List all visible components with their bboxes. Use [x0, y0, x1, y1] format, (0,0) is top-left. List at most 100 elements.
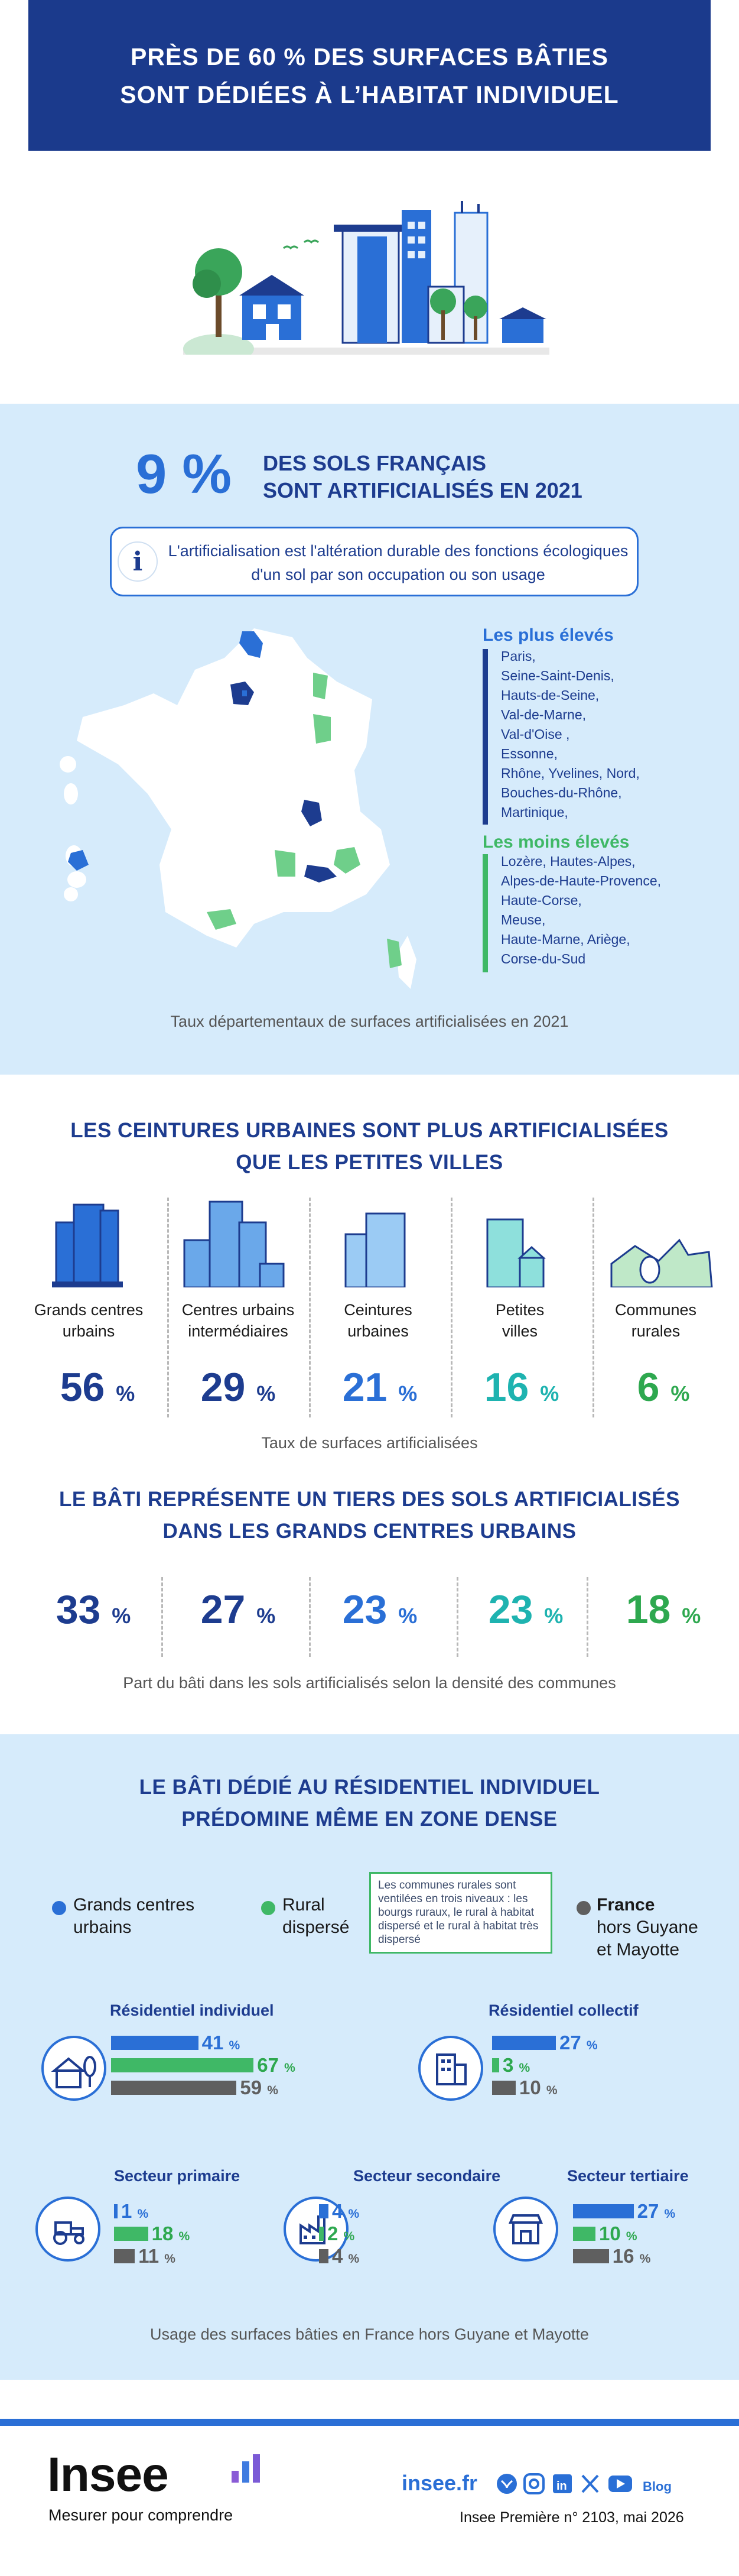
- bar-label: 4 %: [332, 2245, 360, 2267]
- youtube-icon: [608, 2476, 632, 2492]
- bar-label: 16 %: [612, 2245, 651, 2267]
- lowest-item: Corse-du-Sud: [501, 951, 586, 966]
- bar-label: 67 %: [257, 2054, 295, 2076]
- section-residential: LE BÂTI DÉDIÉ AU RÉSIDENTIEL INDIVIDUEL …: [0, 1734, 739, 2380]
- category-name: Petites: [495, 1301, 545, 1319]
- bar-france: [573, 2249, 609, 2263]
- bati-value: 23 %: [455, 1587, 597, 1633]
- highest-item: Rhône, Yvelines, Nord,: [501, 765, 640, 781]
- highest-item: Val-de-Marne,: [501, 707, 587, 722]
- tagline: Mesurer pour comprendre: [48, 2506, 233, 2524]
- title-line-2: SONT DÉDIÉES À L’HABITAT INDIVIDUEL: [120, 80, 619, 108]
- bar-rural: [319, 2227, 324, 2241]
- category-name: Ceintures: [344, 1301, 412, 1319]
- rate-value: 16 %: [451, 1364, 592, 1410]
- rate-value: 29 %: [167, 1364, 309, 1410]
- separator: [587, 1577, 588, 1657]
- legend-dot-urban: [52, 1901, 66, 1915]
- group-title: Secteur secondaire: [353, 2167, 501, 2185]
- bar-urban: [573, 2204, 634, 2218]
- urban-title-1: LES CEINTURES URBAINES SONT PLUS ARTIFIC…: [70, 1119, 669, 1142]
- category-name: rurales: [631, 1322, 681, 1340]
- legend-label: et Mayotte: [597, 1940, 680, 1959]
- category-name: urbaines: [347, 1322, 409, 1340]
- pct-sign: %: [256, 1381, 276, 1406]
- bati-value: 18 %: [592, 1587, 734, 1633]
- legend-rural: Rural dispersé: [282, 1894, 349, 1939]
- apartment-icon: [418, 2036, 483, 2101]
- rate-number: 16: [484, 1365, 529, 1410]
- legend-label: hors Guyane: [597, 1918, 698, 1937]
- tractor-icon: [35, 2197, 100, 2262]
- group-title: Secteur tertiaire: [567, 2167, 689, 2185]
- bati-title-1: LE BÂTI REPRÉSENTE UN TIERS DES SOLS ART…: [59, 1488, 680, 1511]
- mid-city-icon: [183, 1201, 285, 1287]
- france-map: [60, 628, 416, 989]
- res-title-1: LE BÂTI DÉDIÉ AU RÉSIDENTIEL INDIVIDUEL: [139, 1776, 600, 1799]
- info-icon: i: [118, 541, 158, 582]
- bar-label: 41 %: [201, 2032, 240, 2053]
- house-icon: [41, 2036, 106, 2101]
- bati-value: 23 %: [309, 1587, 451, 1633]
- bar-label: 1 %: [121, 2200, 149, 2222]
- definition-text: L'artificialisation est l'altération dur…: [168, 542, 629, 583]
- lowest-item: Haute-Corse,: [501, 893, 582, 908]
- bati-number: 23: [342, 1587, 388, 1632]
- shop-icon: [493, 2197, 558, 2262]
- pct-sign: %: [544, 1604, 564, 1628]
- bati-value: 27 %: [167, 1587, 309, 1633]
- legend-label: Grands centres: [73, 1895, 195, 1915]
- bar-france: [114, 2249, 135, 2263]
- highest-item: Paris,: [501, 648, 536, 664]
- bar-rural: [492, 2058, 499, 2072]
- big-city-icon: [52, 1203, 123, 1287]
- x-icon: [581, 2474, 599, 2493]
- insee-logo[interactable]: Insee: [47, 2448, 169, 2502]
- highest-bar: [483, 649, 488, 825]
- category-name: urbains: [62, 1322, 115, 1340]
- bar-france: [111, 2081, 237, 2095]
- pct-sign: %: [256, 1604, 276, 1628]
- bar-label: 10 %: [519, 2077, 558, 2098]
- lowest-bar: [483, 854, 488, 972]
- bati-number: 33: [56, 1587, 101, 1632]
- bar-urban: [114, 2204, 118, 2218]
- bluesky-icon: [497, 2474, 517, 2494]
- bar-label: 27 %: [637, 2200, 676, 2222]
- linkedin-icon: in: [553, 2474, 572, 2493]
- bar-label: 18 %: [151, 2223, 190, 2244]
- urban-title-2: QUE LES PETITES VILLES: [236, 1151, 503, 1174]
- category-mid-cities: Centres urbains intermédiaires: [167, 1299, 309, 1342]
- category-small-towns: Petites villes: [449, 1299, 591, 1342]
- factory-icon: [284, 2197, 349, 2262]
- desc-line-2: SONT ARTIFICIALISÉS EN 2021: [263, 478, 582, 502]
- bati-value: 33 %: [22, 1587, 164, 1633]
- social-icons: in Blog: [497, 2473, 672, 2494]
- highest-item: Val-d'Oise ,: [501, 726, 570, 742]
- highest-item: Martinique,: [501, 804, 568, 820]
- site-link[interactable]: insee.fr: [402, 2471, 478, 2495]
- rural-note: Les communes rurales sont ventilées en t…: [369, 1872, 552, 1954]
- legend-label: France: [597, 1895, 655, 1915]
- bati-number: 18: [626, 1587, 671, 1632]
- bar-urban: [492, 2036, 556, 2050]
- legend-dot-rural: [261, 1901, 275, 1915]
- legend-label: urbains: [73, 1918, 132, 1937]
- publication-ref: Insee Première n° 2103, mai 2026: [460, 2509, 684, 2526]
- small-town-icon: [486, 1218, 546, 1287]
- highest-item: Bouches-du-Rhône,: [501, 785, 622, 800]
- category-name: Communes: [614, 1301, 697, 1319]
- category-name: Grands centres: [34, 1301, 144, 1319]
- bar-label: 11 %: [138, 2245, 175, 2267]
- highest-list: Paris, Seine-Saint-Denis, Hauts-de-Seine…: [501, 647, 640, 822]
- pct-sign: %: [112, 1604, 131, 1628]
- separator: [161, 1577, 163, 1657]
- highest-item: Hauts-de-Seine,: [501, 687, 600, 703]
- separator: [457, 1577, 458, 1657]
- title-line-1: PRÈS DE 60 % DES SURFACES BÂTIES: [131, 43, 608, 70]
- res-title-2: PRÉDOMINE MÊME EN ZONE DENSE: [181, 1808, 558, 1831]
- bati-number: 27: [200, 1587, 246, 1632]
- group-title: Résidentiel collectif: [489, 2001, 639, 2019]
- pct-sign: %: [398, 1381, 418, 1406]
- category-suburbs: Ceintures urbaines: [307, 1299, 449, 1342]
